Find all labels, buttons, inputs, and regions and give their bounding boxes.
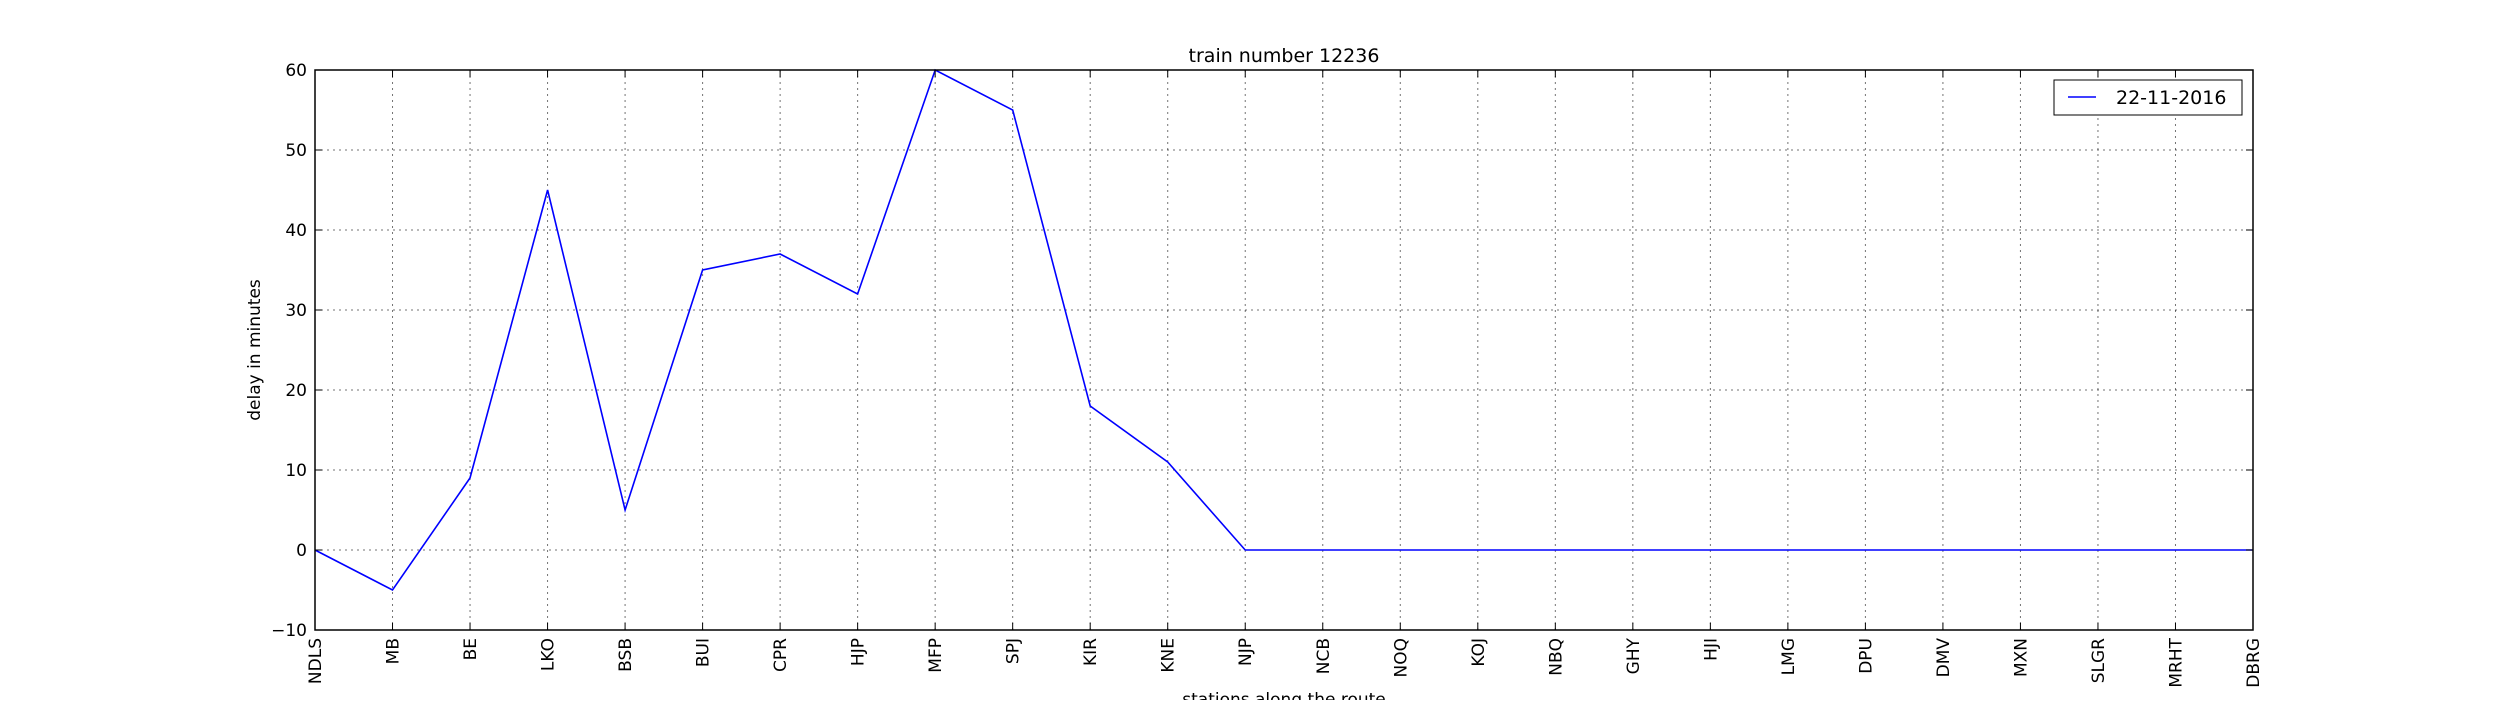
data-point [469, 477, 471, 479]
x-tick-label: BE [461, 638, 481, 660]
x-tick-label: BSB [616, 638, 636, 672]
x-tick-label: KNE [1159, 638, 1179, 673]
data-point [1322, 549, 1324, 551]
data-point [392, 589, 394, 591]
legend: 22-11-2016 [2053, 79, 2243, 116]
x-tick-label: LMG [1779, 638, 1799, 675]
data-point [702, 269, 704, 271]
x-tick-label: MRHT [2166, 637, 2186, 687]
y-tick-label: 50 [285, 141, 307, 161]
data-point [857, 293, 859, 295]
data-point [624, 509, 626, 511]
x-tick-label: HJI [1701, 638, 1721, 661]
data-point [1244, 549, 1246, 551]
x-tick-label: NJP [1236, 638, 1256, 666]
x-tick-label: DPU [1856, 638, 1876, 674]
x-tick-label: KIR [1081, 638, 1101, 666]
grid [315, 70, 2253, 630]
data-point [1709, 549, 1711, 551]
data-point [1089, 405, 1091, 407]
y-axis-label: delay in minutes [245, 279, 265, 421]
plot-frame [314, 69, 2254, 631]
x-tick-label: MB [384, 638, 404, 664]
y-tick-label: 0 [296, 541, 307, 561]
x-tick-label: SLGR [2089, 638, 2109, 683]
y-tick-label: 10 [285, 461, 307, 481]
data-point [1167, 461, 1169, 463]
series-layer [314, 68, 2253, 592]
x-tick-label: NBQ [1546, 638, 1566, 676]
data-point [547, 189, 549, 191]
y-tick-label: −10 [271, 621, 307, 641]
data-point [779, 253, 781, 255]
x-tick-label: MFP [926, 638, 946, 673]
x-tick-label: SPJ [1004, 638, 1024, 664]
x-axis-label: stations along the route [1182, 690, 1386, 700]
data-point [1012, 109, 1014, 111]
y-tick-label: 60 [285, 61, 307, 81]
data-point [1787, 549, 1789, 551]
legend-label: 22-11-2016 [2116, 87, 2226, 109]
y-tick-label: 40 [285, 221, 307, 241]
data-point [1942, 549, 1944, 551]
y-tick-label: 30 [285, 301, 307, 321]
axis-ticks: −10 0 10 20 30 40 50 60 NDLS MB BE LKO BSB BUI CPR HJP M… [271, 61, 2264, 688]
x-tick-label: KOJ [1469, 638, 1489, 667]
x-tick-label: LKO [539, 638, 559, 671]
data-point [1554, 549, 1556, 551]
x-tick-label: CPR [771, 638, 791, 672]
x-tick-label: DBRG [2244, 638, 2264, 688]
data-point [1477, 549, 1479, 551]
x-tick-label: NCB [1314, 638, 1334, 674]
x-tick-label: NOQ [1391, 638, 1411, 677]
chart-title: train number 12236 [1189, 45, 1380, 67]
x-tick-label: DMV [1934, 638, 1954, 678]
data-point [2019, 549, 2021, 551]
data-point [1399, 549, 1401, 551]
y-tick-label: 20 [285, 381, 307, 401]
data-point [2097, 549, 2099, 551]
x-tick-label: NDLS [306, 638, 326, 684]
data-point [1632, 549, 1634, 551]
x-tick-label: HJP [849, 638, 869, 666]
x-tick-label: MXN [2011, 638, 2031, 677]
data-point [2174, 549, 2176, 551]
x-tick-label: BUI [694, 638, 714, 667]
x-tick-label: GHY [1624, 637, 1644, 674]
data-point [1864, 549, 1866, 551]
series-line [314, 68, 2253, 592]
